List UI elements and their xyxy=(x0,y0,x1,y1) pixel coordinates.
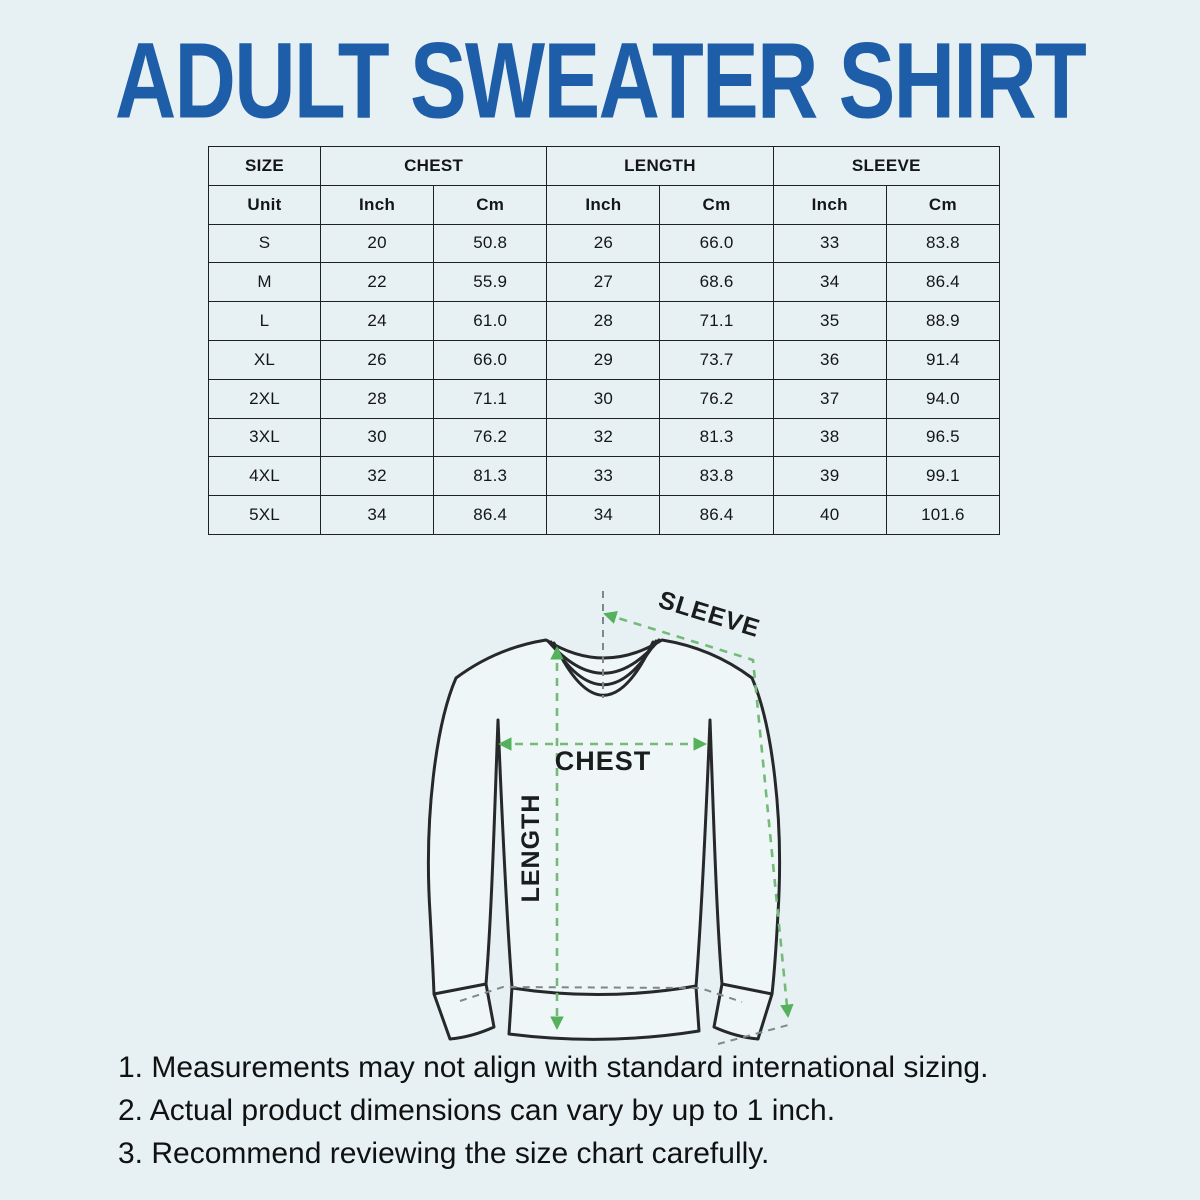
unit-cell: Unit xyxy=(208,184,321,225)
table-cell: 30 xyxy=(319,417,435,458)
unit-cell: Cm xyxy=(433,184,548,225)
table-cell: 86.4 xyxy=(433,495,548,535)
table-cell: 66.0 xyxy=(433,339,548,380)
table-cell: XL xyxy=(208,339,321,380)
table-cell: 32 xyxy=(319,456,435,497)
page-title: ADULT SWEATER SHIRT xyxy=(114,20,1087,142)
table-cell: 83.8 xyxy=(659,456,774,497)
table-row: XL 26 66.0 29 73.7 36 91.4 xyxy=(208,339,1001,380)
notes-list: 1. Measurements may not align with stand… xyxy=(118,1046,988,1175)
table-cell: 55.9 xyxy=(433,262,548,303)
col-header-length: LENGTH xyxy=(546,146,774,186)
table-cell: M xyxy=(208,262,321,303)
table-row: 5XL 34 86.4 34 86.4 40 101.6 xyxy=(208,495,1001,535)
table-cell: S xyxy=(208,223,321,264)
table-cell: 101.6 xyxy=(885,495,1001,535)
table-cell: 81.3 xyxy=(433,456,548,497)
table-cell: 26 xyxy=(319,339,435,380)
col-header-sleeve: SLEEVE xyxy=(772,146,1001,186)
table-cell: 35 xyxy=(772,301,887,341)
unit-cell: Cm xyxy=(659,184,774,225)
col-header-chest: CHEST xyxy=(319,146,548,186)
table-cell: 71.1 xyxy=(433,378,548,419)
note-item: 2. Actual product dimensions can vary by… xyxy=(118,1094,836,1127)
sweater-outline xyxy=(426,638,782,1041)
table-row: L 24 61.0 28 71.1 35 88.9 xyxy=(208,301,1001,341)
size-table: SIZE CHEST LENGTH SLEEVE Unit Inch Cm In… xyxy=(208,146,1001,535)
note-item: 3. Recommend reviewing the size chart ca… xyxy=(118,1137,770,1170)
table-cell: 24 xyxy=(319,301,435,341)
table-cell: 28 xyxy=(546,301,661,341)
table-unit-row: Unit Inch Cm Inch Cm Inch Cm xyxy=(208,184,1001,225)
unit-cell: Inch xyxy=(546,184,661,225)
table-cell: 39 xyxy=(772,456,887,497)
table-cell: 50.8 xyxy=(433,223,548,264)
unit-cell: Cm xyxy=(885,184,1001,225)
table-header-row: SIZE CHEST LENGTH SLEEVE xyxy=(208,146,1001,186)
sleeve-measure-line xyxy=(603,610,794,1019)
note-item: 1. Measurements may not align with stand… xyxy=(118,1051,989,1084)
table-cell: 86.4 xyxy=(659,495,774,535)
unit-cell: Inch xyxy=(772,184,887,225)
table-cell: 91.4 xyxy=(885,339,1001,380)
measurement-lines xyxy=(497,610,794,1031)
table-cell: 32 xyxy=(546,417,661,458)
table-cell: 86.4 xyxy=(885,262,1001,303)
table-cell: 88.9 xyxy=(885,301,1001,341)
table-cell: 73.7 xyxy=(659,339,774,380)
table-cell: 83.8 xyxy=(885,223,1001,264)
chest-label: CHEST xyxy=(555,746,652,776)
table-row: 2XL 28 71.1 30 76.2 37 94.0 xyxy=(208,378,1001,419)
col-header-size: SIZE xyxy=(208,146,321,186)
table-row: S 20 50.8 26 66.0 33 83.8 xyxy=(208,223,1001,264)
table-cell: 34 xyxy=(772,262,887,303)
unit-cell: Inch xyxy=(319,184,435,225)
length-label: LENGTH xyxy=(517,794,545,903)
sleeve-label: SLEEVE xyxy=(655,586,763,643)
table-cell: 61.0 xyxy=(433,301,548,341)
table-cell: 40 xyxy=(772,495,887,535)
table-cell: L xyxy=(208,301,321,341)
table-cell: 33 xyxy=(772,223,887,264)
table-cell: 2XL xyxy=(208,378,321,419)
table-cell: 20 xyxy=(319,223,435,264)
table-cell: 96.5 xyxy=(885,417,1001,458)
table-cell: 36 xyxy=(772,339,887,380)
table-cell: 4XL xyxy=(208,456,321,497)
table-cell: 38 xyxy=(772,417,887,458)
table-cell: 99.1 xyxy=(885,456,1001,497)
table-cell: 71.1 xyxy=(659,301,774,341)
table-row: 4XL 32 81.3 33 83.8 39 99.1 xyxy=(208,456,1001,497)
table-cell: 37 xyxy=(772,378,887,419)
table-cell: 30 xyxy=(546,378,661,419)
table-cell: 94.0 xyxy=(885,378,1001,419)
table-cell: 76.2 xyxy=(433,417,548,458)
table-cell: 26 xyxy=(546,223,661,264)
table-cell: 76.2 xyxy=(659,378,774,419)
table-cell: 27 xyxy=(546,262,661,303)
table-cell: 22 xyxy=(319,262,435,303)
table-cell: 66.0 xyxy=(659,223,774,264)
table-row: M 22 55.9 27 68.6 34 86.4 xyxy=(208,262,1001,303)
table-cell: 28 xyxy=(319,378,435,419)
table-cell: 81.3 xyxy=(659,417,774,458)
table-cell: 68.6 xyxy=(659,262,774,303)
table-cell: 3XL xyxy=(208,417,321,458)
table-cell: 34 xyxy=(546,495,661,535)
size-table-body: S 20 50.8 26 66.0 33 83.8 M 22 55.9 27 68.6 34 86.4 L 2… xyxy=(208,223,1001,535)
sweater-measurement-diagram: CHEST LENGTH SLEEVE xyxy=(426,586,794,1045)
table-cell: 5XL xyxy=(208,495,321,535)
table-cell: 29 xyxy=(546,339,661,380)
table-cell: 34 xyxy=(319,495,435,535)
table-cell: 33 xyxy=(546,456,661,497)
table-row: 3XL 30 76.2 32 81.3 38 96.5 xyxy=(208,417,1001,458)
